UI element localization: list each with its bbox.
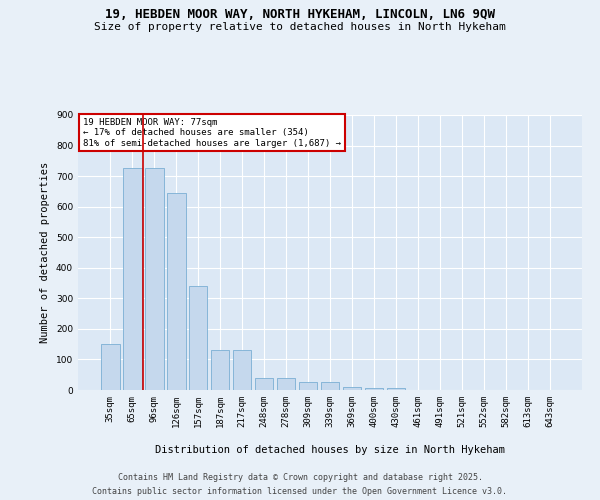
Bar — [189, 286, 208, 390]
Bar — [299, 382, 317, 390]
Bar — [277, 378, 295, 390]
Text: Contains HM Land Registry data © Crown copyright and database right 2025.: Contains HM Land Registry data © Crown c… — [118, 473, 482, 482]
Y-axis label: Number of detached properties: Number of detached properties — [40, 162, 50, 343]
Text: 19, HEBDEN MOOR WAY, NORTH HYKEHAM, LINCOLN, LN6 9QW: 19, HEBDEN MOOR WAY, NORTH HYKEHAM, LINC… — [105, 8, 495, 20]
Bar — [145, 168, 164, 390]
Text: Distribution of detached houses by size in North Hykeham: Distribution of detached houses by size … — [155, 445, 505, 455]
Bar — [167, 193, 185, 390]
Bar — [123, 168, 142, 390]
Bar — [386, 388, 405, 390]
Text: Contains public sector information licensed under the Open Government Licence v3: Contains public sector information licen… — [92, 486, 508, 496]
Bar — [320, 382, 340, 390]
Bar — [343, 387, 361, 390]
Text: Size of property relative to detached houses in North Hykeham: Size of property relative to detached ho… — [94, 22, 506, 32]
Bar — [101, 344, 119, 390]
Bar — [211, 350, 229, 390]
Bar — [233, 350, 251, 390]
Bar — [255, 378, 274, 390]
Bar — [365, 388, 383, 390]
Text: 19 HEBDEN MOOR WAY: 77sqm
← 17% of detached houses are smaller (354)
81% of semi: 19 HEBDEN MOOR WAY: 77sqm ← 17% of detac… — [83, 118, 341, 148]
